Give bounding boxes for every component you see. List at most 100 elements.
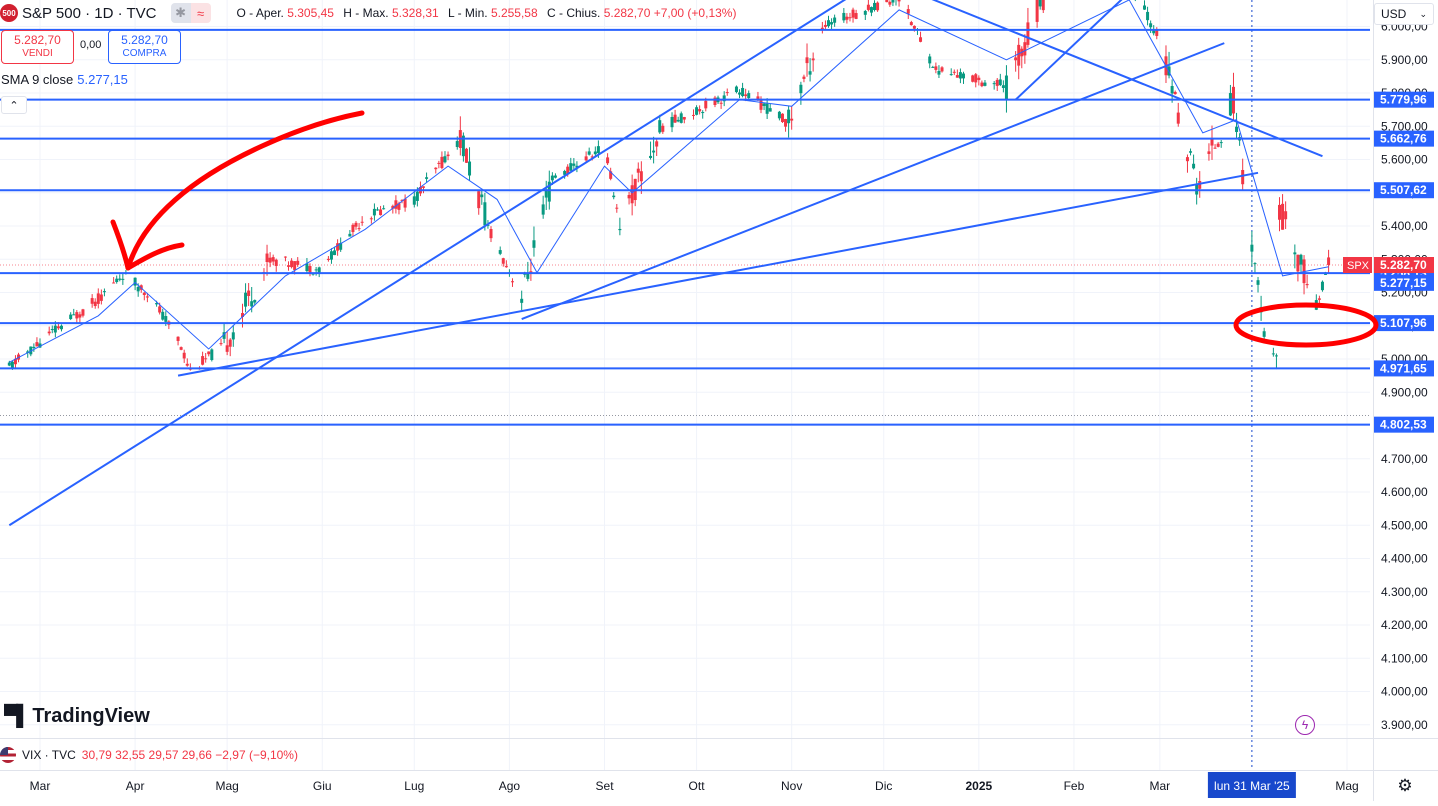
candle-body bbox=[1155, 30, 1159, 36]
candle-body bbox=[544, 189, 548, 198]
candle-body bbox=[639, 171, 643, 182]
candle-body bbox=[1149, 23, 1153, 28]
candle-body bbox=[1299, 254, 1303, 265]
candle bbox=[247, 283, 251, 306]
candle bbox=[1296, 254, 1300, 282]
candle bbox=[673, 109, 677, 123]
candle bbox=[308, 263, 312, 277]
sma-legend[interactable]: SMA 9 close 5.277,15 bbox=[1, 72, 128, 87]
candle-body bbox=[596, 146, 600, 154]
candle-body bbox=[96, 293, 100, 304]
candle-body bbox=[854, 13, 858, 19]
y-tick-label: 4.100,00 bbox=[1381, 651, 1428, 665]
candle bbox=[1231, 72, 1235, 121]
candle bbox=[609, 167, 613, 181]
candle-body bbox=[1207, 151, 1211, 154]
candle-body bbox=[995, 79, 999, 86]
annotation-arrow bbox=[125, 110, 365, 271]
candle bbox=[974, 72, 978, 88]
candle-body bbox=[830, 22, 834, 25]
candle bbox=[72, 308, 76, 316]
asterisk-icon[interactable]: ✱ bbox=[170, 3, 191, 23]
candle bbox=[480, 188, 484, 205]
last-price-label: 5.282,70 SPX bbox=[1343, 257, 1434, 274]
candle-body bbox=[1017, 44, 1021, 66]
candle-body bbox=[661, 125, 665, 132]
candle bbox=[895, 0, 897, 6]
candle bbox=[133, 277, 137, 291]
candle bbox=[1004, 65, 1008, 113]
candle bbox=[780, 113, 784, 123]
candle-body bbox=[649, 155, 653, 158]
candle bbox=[958, 68, 962, 84]
candle bbox=[498, 246, 502, 256]
candle bbox=[201, 351, 205, 366]
vix-legend[interactable]: VIX · TVC 30,79 32,55 29,57 29,66 −2,97 … bbox=[0, 746, 298, 764]
symbol-title[interactable]: S&P 500 · 1D · TVC bbox=[22, 4, 157, 22]
annotation-arrowhead bbox=[110, 219, 185, 271]
candle-body bbox=[590, 156, 594, 158]
candle-body bbox=[679, 113, 683, 123]
candle bbox=[848, 12, 852, 22]
candle bbox=[446, 151, 450, 161]
price-badge-text: 5.282,70 bbox=[1380, 258, 1427, 272]
candle bbox=[526, 261, 530, 282]
candle-body bbox=[1216, 143, 1220, 147]
candle bbox=[928, 53, 932, 69]
candle-body bbox=[762, 103, 766, 106]
candle bbox=[961, 71, 965, 84]
candle-body bbox=[357, 228, 361, 230]
candle-body bbox=[164, 316, 168, 322]
sell-button[interactable]: 5.282,70 VENDI bbox=[1, 30, 74, 64]
flash-icon[interactable]: ϟ bbox=[1295, 715, 1315, 735]
candle bbox=[830, 18, 834, 30]
candle bbox=[185, 358, 189, 367]
level-price-text: 5.662,76 bbox=[1380, 132, 1427, 146]
settings-gear-icon[interactable]: ⚙ bbox=[1397, 776, 1413, 795]
crosshair-date-label: lun 31 Mar '25 bbox=[1207, 772, 1296, 798]
candle bbox=[78, 311, 82, 323]
candle bbox=[820, 21, 824, 34]
candle bbox=[1143, 0, 1147, 10]
candle-body bbox=[805, 57, 809, 64]
candle bbox=[443, 151, 447, 164]
candle bbox=[50, 325, 54, 334]
candle bbox=[992, 81, 996, 90]
currency-selector[interactable]: USD ⌄ bbox=[1374, 3, 1434, 25]
candle-body bbox=[56, 326, 60, 329]
symbol-badge bbox=[1343, 257, 1372, 274]
candle bbox=[618, 217, 622, 236]
candle-body bbox=[287, 265, 291, 267]
x-tick-label: 2025 bbox=[965, 779, 992, 793]
candle bbox=[32, 343, 36, 352]
trendline bbox=[177, 171, 1259, 377]
candle-body bbox=[47, 331, 51, 334]
candles bbox=[7, 0, 1331, 371]
candle bbox=[845, 13, 849, 24]
candle-body bbox=[741, 87, 745, 97]
collapse-legend-button[interactable]: ⌃ bbox=[1, 96, 27, 114]
candle bbox=[1271, 347, 1275, 357]
approx-icon[interactable]: ≈ bbox=[190, 3, 211, 23]
buy-button[interactable]: 5.282,70 COMPRA bbox=[108, 30, 181, 64]
candle bbox=[876, 1, 880, 12]
candle-body bbox=[1241, 169, 1245, 185]
chevron-down-icon: ⌄ bbox=[1419, 8, 1427, 19]
candle-body bbox=[207, 351, 211, 355]
candle-body bbox=[290, 260, 294, 268]
candle-body bbox=[744, 94, 748, 97]
candle bbox=[842, 8, 846, 23]
candle-body bbox=[397, 203, 401, 210]
candle-body bbox=[29, 346, 33, 355]
candle-body bbox=[553, 175, 557, 178]
candle-body bbox=[652, 150, 656, 153]
candle-body bbox=[225, 345, 229, 352]
candle-body bbox=[1296, 254, 1300, 272]
candle-body bbox=[1041, 0, 1045, 11]
candle bbox=[1293, 244, 1297, 269]
candle bbox=[768, 103, 772, 112]
crosshair-date-badge bbox=[1207, 772, 1296, 798]
candle-body bbox=[210, 349, 214, 361]
